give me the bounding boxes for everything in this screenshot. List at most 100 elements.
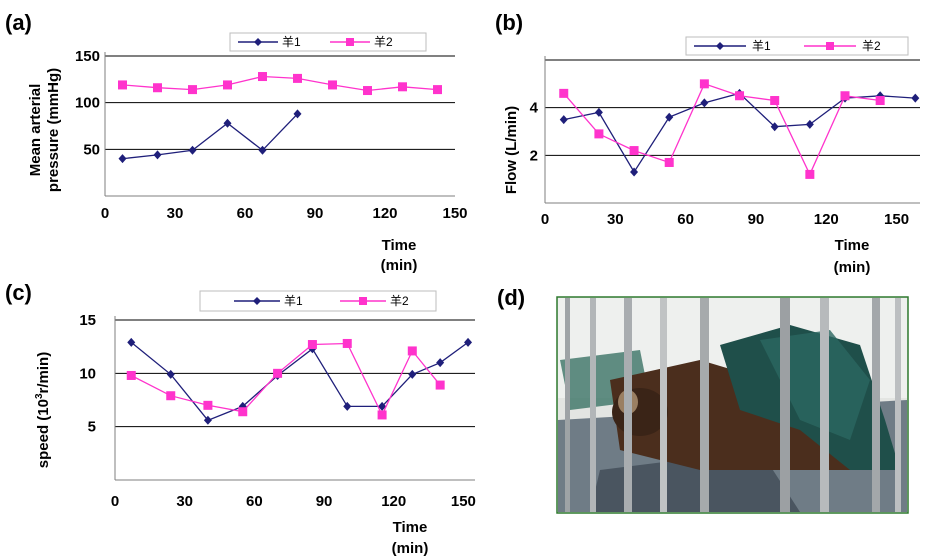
legend-a-series2-label: 羊2 xyxy=(374,34,393,49)
data-point-c-s1-0 xyxy=(127,337,136,347)
panel-a: (a) 羊1 羊2 Mean arterial pressure (mmHg) … xyxy=(5,10,468,274)
data-point-a-s2-3 xyxy=(223,80,232,90)
data-point-b-s2-3 xyxy=(664,157,674,167)
y-axis-title-a-line2: pressure (mmHg) xyxy=(45,68,62,192)
data-point-b-s1-1 xyxy=(594,107,603,117)
data-point-a-s1-5 xyxy=(293,109,302,119)
data-point-c-s2-0 xyxy=(126,370,136,380)
legend-c-series2-label: 羊2 xyxy=(390,293,409,308)
data-point-c-s1-10 xyxy=(464,337,473,347)
data-point-b-s1-7 xyxy=(805,119,814,129)
y-tick-label-b-1: 4 xyxy=(530,100,539,117)
data-point-c-s1-8 xyxy=(408,369,417,379)
data-point-a-s1-1 xyxy=(153,150,162,160)
data-point-b-s2-0 xyxy=(559,88,569,98)
x-axis-title-c-line2: (min) xyxy=(392,540,429,557)
data-point-c-s2-1 xyxy=(166,391,176,401)
x-tick-label-b-1: 30 xyxy=(607,211,624,228)
data-point-c-s2-3 xyxy=(238,407,248,417)
data-point-a-s2-7 xyxy=(363,86,372,96)
panel-a-label: (a) xyxy=(5,10,32,35)
data-point-b-s1-2 xyxy=(630,167,639,177)
data-point-a-s2-8 xyxy=(398,82,407,92)
data-point-b-s2-9 xyxy=(875,96,885,106)
panel-d: (d) xyxy=(497,285,909,514)
y-axis-title-c-sup: 3 xyxy=(34,393,45,399)
data-point-b-s1-3 xyxy=(665,112,674,122)
x-tick-label-a-2: 60 xyxy=(237,205,254,222)
data-point-b-s2-2 xyxy=(629,146,639,156)
data-point-c-s2-5 xyxy=(307,340,317,350)
legend-c xyxy=(199,290,437,312)
legend-b-series1-label: 羊1 xyxy=(752,38,771,53)
data-point-c-s1-1 xyxy=(166,369,175,379)
data-point-a-s1-3 xyxy=(223,118,232,128)
legend-c-series1: 羊1 xyxy=(234,293,303,308)
data-point-b-s2-6 xyxy=(770,96,780,106)
legend-c-series1-marker xyxy=(253,297,261,305)
legend-a-series1: 羊1 xyxy=(238,34,301,49)
y-axis-title-a-line1: Mean arterial xyxy=(27,84,44,177)
data-point-a-s2-9 xyxy=(433,85,442,95)
data-point-b-s2-4 xyxy=(699,79,709,89)
data-point-b-s1-6 xyxy=(770,122,779,132)
legend-a-series2-marker xyxy=(346,38,354,46)
legend-b xyxy=(685,36,909,56)
x-tick-label-b-3: 90 xyxy=(748,211,765,228)
data-point-c-s2-9 xyxy=(435,380,445,390)
data-point-a-s2-2 xyxy=(188,85,197,95)
x-tick-label-a-1: 30 xyxy=(167,205,184,222)
legend-b-series2-marker xyxy=(826,42,834,50)
y-tick-label-a-0: 50 xyxy=(83,141,100,158)
data-point-a-s1-0 xyxy=(118,154,127,164)
x-tick-label-b-5: 150 xyxy=(884,211,909,228)
x-tick-label-a-5: 150 xyxy=(442,205,467,222)
y-tick-label-a-1: 100 xyxy=(75,95,100,112)
data-point-b-s2-1 xyxy=(594,129,604,139)
data-point-b-s1-0 xyxy=(559,115,568,125)
series-line-a-1 xyxy=(122,113,298,160)
y-tick-label-c-2: 15 xyxy=(79,312,96,329)
y-axis-title-c: speed (103r/min) xyxy=(34,352,52,468)
x-axis-title-c-line1: Time xyxy=(393,519,428,536)
data-point-c-s2-7 xyxy=(377,410,387,420)
data-point-a-s2-4 xyxy=(258,72,267,82)
y-axis-title-b: Flow (L/min) xyxy=(503,106,520,194)
legend-b-series1-marker xyxy=(716,42,724,50)
legend-a-series1-marker xyxy=(254,38,262,46)
y-tick-label-c-1: 10 xyxy=(79,365,96,382)
panel-d-label: (d) xyxy=(497,285,525,310)
panel-b: (b) 羊1 羊2 Flow (L/min) 2 4 0 30 60 90 120 150 T… xyxy=(495,10,920,276)
legend-b-series2: 羊2 xyxy=(804,38,881,53)
data-point-b-s2-5 xyxy=(735,91,745,101)
data-point-b-s1-10 xyxy=(911,93,920,103)
y-axis-title-c-part1: speed (10 xyxy=(35,399,52,468)
x-tick-label-b-0: 0 xyxy=(541,211,549,228)
x-tick-label-c-4: 120 xyxy=(381,493,406,510)
x-tick-label-a-4: 120 xyxy=(372,205,397,222)
legend-b-series2-label: 羊2 xyxy=(862,38,881,53)
plot-area-b: 2 4 0 30 60 90 120 150 xyxy=(530,56,920,228)
x-tick-label-c-5: 150 xyxy=(451,493,476,510)
legend-c-series1-label: 羊1 xyxy=(284,293,303,308)
legend-c-series2: 羊2 xyxy=(340,293,409,308)
x-axis-title-b-line2: (min) xyxy=(834,259,871,276)
data-point-c-s1-6 xyxy=(343,401,352,411)
data-point-b-s2-8 xyxy=(840,91,850,101)
data-point-a-s1-4 xyxy=(258,145,267,155)
photo-goat-in-cage xyxy=(556,296,909,514)
legend-a-series2: 羊2 xyxy=(330,34,393,49)
panel-b-label: (b) xyxy=(495,10,523,35)
series-line-c-2 xyxy=(131,342,441,417)
data-point-a-s2-1 xyxy=(153,83,162,93)
x-tick-label-b-2: 60 xyxy=(677,211,694,228)
data-point-a-s2-5 xyxy=(293,73,302,83)
data-point-a-s2-6 xyxy=(328,80,337,90)
series-line-b-1 xyxy=(563,92,916,174)
data-point-c-s2-8 xyxy=(407,346,417,356)
series-line-b-2 xyxy=(563,82,881,176)
x-tick-label-c-0: 0 xyxy=(111,493,119,510)
data-point-b-s2-7 xyxy=(805,169,815,179)
